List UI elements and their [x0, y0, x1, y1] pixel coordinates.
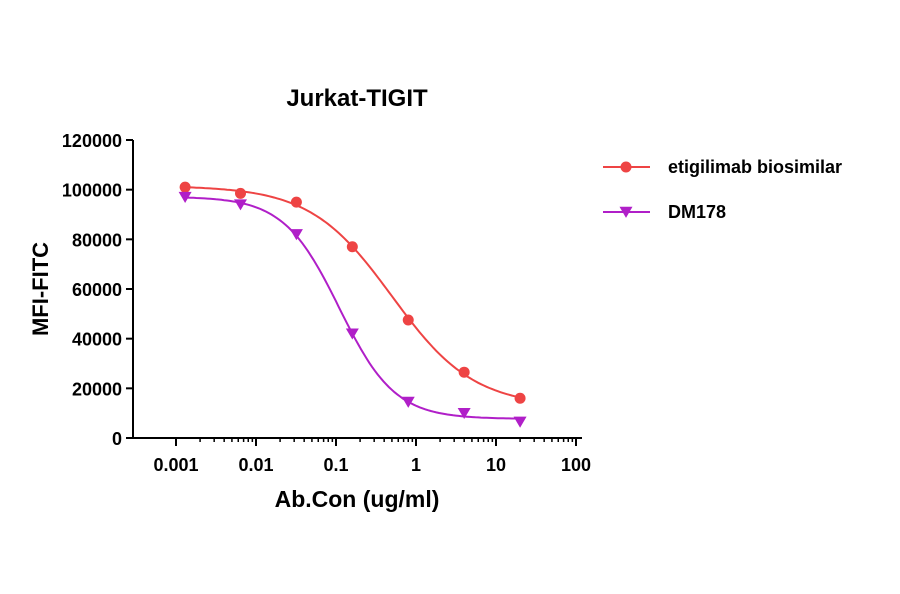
x-axis-label: Ab.Con (ug/ml) — [275, 486, 440, 512]
series-1 — [179, 181, 526, 404]
legend-item-2: DM178 — [603, 202, 726, 222]
data-point — [290, 196, 302, 208]
data-point — [289, 229, 303, 241]
x-tick-label: 0.001 — [153, 455, 198, 475]
x-tick-label: 10 — [486, 455, 506, 475]
x-tick-label: 100 — [561, 455, 591, 475]
data-point — [513, 416, 527, 428]
axes: 0 20000 40000 60000 80000 100000 120000 0.001 0.… — [62, 131, 591, 475]
y-tick-label: 120000 — [62, 131, 122, 151]
x-tick-label: 0.1 — [323, 455, 348, 475]
data-point — [401, 396, 415, 408]
series-layer — [178, 181, 527, 428]
fit-curve — [185, 196, 521, 420]
data-point — [458, 366, 470, 378]
data-point — [234, 187, 246, 199]
chart-title: Jurkat-TIGIT — [286, 85, 428, 112]
y-tick-label: 20000 — [72, 379, 122, 399]
fit-curve — [185, 186, 521, 399]
y-tick-label: 40000 — [72, 330, 122, 350]
x-tick-label: 0.01 — [238, 455, 273, 475]
legend-label: DM178 — [668, 202, 726, 222]
legend-marker — [619, 206, 633, 218]
y-tick-label: 100000 — [62, 181, 122, 201]
y-tick-label: 60000 — [72, 280, 122, 300]
legend-marker — [620, 161, 632, 173]
x-tick-label: 1 — [411, 455, 421, 475]
data-point — [179, 181, 191, 193]
series-2 — [178, 191, 527, 428]
data-point — [233, 199, 247, 211]
legend-label: etigilimab biosimilar — [668, 157, 842, 177]
y-axis-label: MFI-FITC — [28, 242, 53, 336]
data-point — [457, 407, 471, 420]
data-point — [514, 392, 526, 404]
data-point — [346, 241, 358, 253]
y-tick-label: 0 — [112, 429, 122, 449]
legend: etigilimab biosimilar DM178 — [603, 157, 842, 222]
data-point — [402, 314, 414, 326]
legend-item-1: etigilimab biosimilar — [603, 157, 842, 177]
data-point — [345, 328, 359, 340]
y-tick-label: 80000 — [72, 230, 122, 250]
data-point — [178, 191, 192, 203]
